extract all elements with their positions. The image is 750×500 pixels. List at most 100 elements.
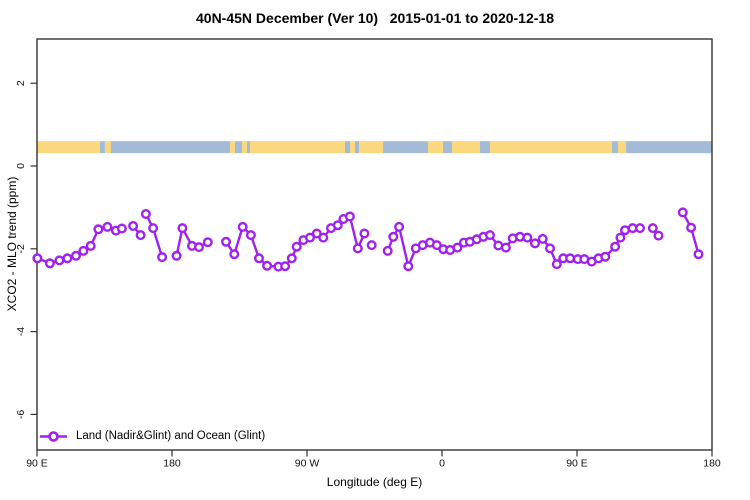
data-point — [686, 222, 697, 233]
data-point — [286, 253, 297, 264]
data-point — [403, 261, 414, 272]
data-point — [653, 230, 664, 241]
band-segment-land — [350, 141, 355, 154]
data-point — [693, 249, 704, 260]
data-point — [545, 243, 556, 254]
data-series — [32, 207, 704, 272]
data-point — [245, 230, 256, 241]
band-segment-ocean — [383, 141, 429, 154]
band-segment-ocean — [443, 141, 453, 154]
data-point — [615, 232, 626, 243]
data-point — [610, 241, 621, 252]
legend-point — [48, 431, 59, 442]
data-point — [102, 221, 113, 232]
chart-title: 40N-45N December (Ver 10) 2015-01-01 to … — [196, 10, 554, 26]
data-point — [352, 243, 363, 254]
legend-label: Land (Nadir&Glint) and Ocean (Glint) — [76, 430, 266, 442]
series-line — [144, 212, 164, 259]
data-point — [171, 250, 182, 261]
data-point — [32, 253, 43, 264]
data-point — [344, 211, 355, 222]
data-point — [193, 242, 204, 253]
data-point — [229, 249, 240, 260]
data-point — [93, 224, 104, 235]
band-segment-land — [104, 141, 111, 154]
band-segment-ocean — [611, 141, 618, 154]
band-segment-ocean — [100, 141, 105, 154]
y-axis-label: XCO2 - MLO trend (ppm) — [5, 176, 19, 312]
data-point — [551, 259, 562, 270]
x-tick-label: 90 E — [566, 458, 588, 470]
y-tick-label: -4 — [15, 327, 27, 336]
data-point — [318, 232, 329, 243]
data-point — [62, 253, 73, 264]
band-segment-ocean — [235, 141, 243, 154]
band-segment-land — [37, 141, 100, 154]
data-point — [635, 223, 646, 234]
band-segment-land — [428, 141, 444, 154]
data-point — [530, 238, 541, 249]
data-point — [237, 221, 248, 232]
data-point — [116, 223, 127, 234]
data-point — [128, 220, 139, 231]
data-point — [70, 250, 81, 261]
data-point — [600, 251, 611, 262]
data-point — [135, 230, 146, 241]
band-segment-land — [230, 141, 235, 154]
data-point — [677, 207, 688, 218]
data-point — [157, 252, 168, 263]
data-point — [485, 230, 496, 241]
band-segment-land — [242, 141, 247, 154]
data-point — [366, 240, 377, 251]
data-point — [177, 223, 188, 234]
y-tick-label: 0 — [15, 163, 27, 169]
data-point — [305, 232, 316, 243]
data-point — [253, 253, 264, 264]
data-point — [202, 237, 213, 248]
data-point — [522, 232, 533, 243]
data-point — [500, 242, 511, 253]
axes: 90 E 180 90 W 0 90 E 180 2 0 -2 -4 -6 — [15, 38, 721, 470]
band-segment-land — [490, 141, 612, 154]
data-point — [452, 242, 463, 253]
band-segment-land — [617, 141, 627, 154]
data-point — [280, 261, 291, 272]
data-point — [54, 255, 65, 266]
data-point — [220, 236, 231, 247]
data-point — [394, 221, 405, 232]
data-point — [388, 231, 399, 242]
data-point — [359, 228, 370, 239]
data-point — [332, 220, 343, 231]
data-point — [382, 245, 393, 256]
plot-border — [36, 38, 713, 451]
data-point — [565, 253, 576, 264]
data-point — [140, 208, 151, 219]
x-tick-label: 0 — [439, 458, 445, 470]
y-tick-label: 2 — [15, 80, 27, 86]
y-tick-label: -6 — [15, 410, 27, 419]
series-line — [681, 211, 700, 256]
band-segment-land — [359, 141, 384, 154]
y-tick-label: -2 — [15, 244, 27, 253]
x-tick-label: 90 E — [26, 458, 48, 470]
data-point — [537, 233, 548, 244]
band-segment-ocean — [479, 141, 490, 154]
band-segment-ocean — [344, 141, 351, 154]
band-segment-ocean — [247, 141, 250, 154]
land-ocean-band — [37, 141, 712, 154]
band-segment-ocean — [355, 141, 360, 154]
data-point — [85, 240, 96, 251]
band-segment-ocean — [110, 141, 231, 154]
band-segment-land — [250, 141, 345, 154]
band-segment-land — [452, 141, 480, 154]
data-point — [647, 223, 658, 234]
x-tick-label: 90 W — [295, 458, 320, 470]
data-point — [262, 260, 273, 271]
data-point — [291, 241, 302, 252]
x-tick-label: 180 — [163, 458, 181, 470]
legend-marker-icon — [40, 431, 67, 442]
band-segment-ocean — [626, 141, 712, 154]
x-axis-label: Longitude (deg E) — [326, 475, 423, 489]
x-tick-label: 180 — [703, 458, 721, 470]
